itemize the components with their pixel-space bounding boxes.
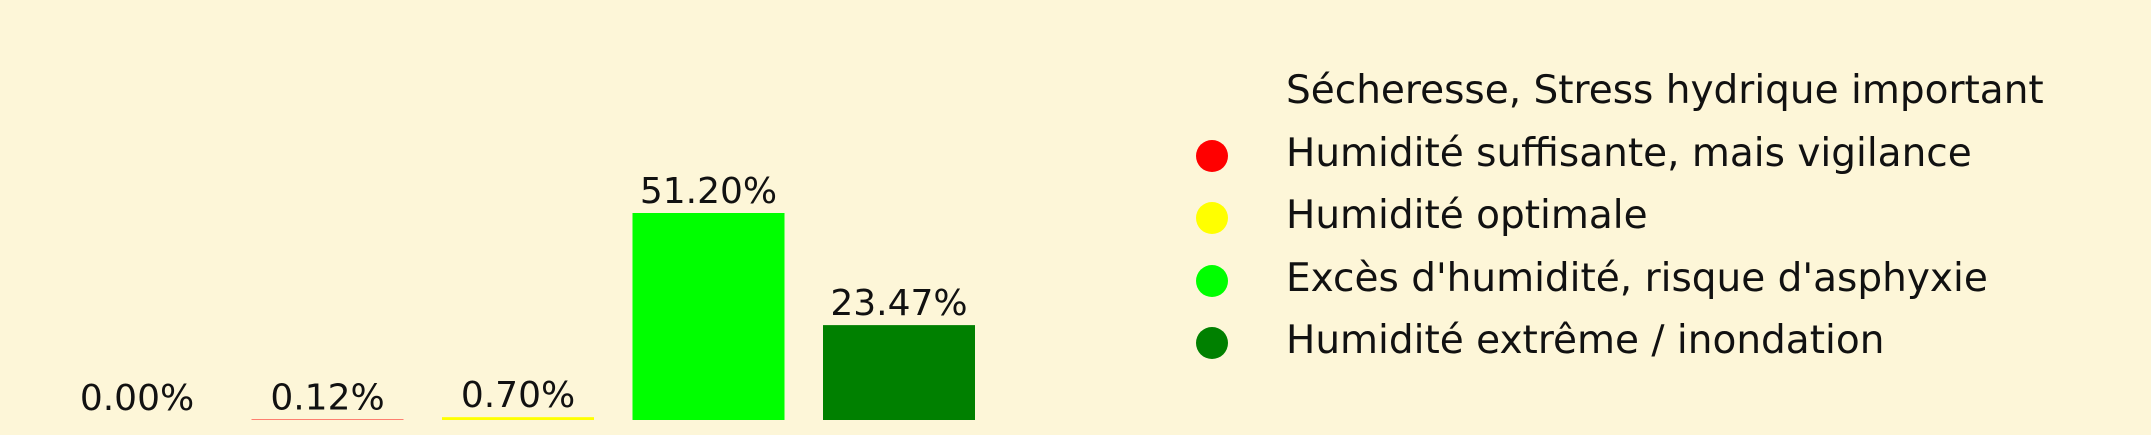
legend-marker-icon — [1196, 77, 1228, 109]
bar — [823, 325, 975, 420]
bar-value-label: 0.00% — [80, 378, 194, 419]
bar-value-label: 23.47% — [830, 283, 967, 324]
bar-value-label: 0.70% — [461, 375, 575, 416]
bar — [632, 213, 785, 420]
legend-marker-icon — [1196, 264, 1228, 297]
legend-marker-icon — [1196, 327, 1228, 359]
bar-value-label: 51.20% — [640, 171, 777, 212]
legend-label: Humidité extrême / inondation — [1286, 318, 1885, 363]
bar-chart: 0.00% 0.12% 0.70% 51.20% 23.47% — [80, 171, 975, 420]
bar — [442, 417, 594, 420]
legend-marker-icon — [1196, 139, 1228, 172]
legend-label: Humidité suffisante, mais vigilance — [1286, 130, 1972, 176]
legend-label: Humidité optimale — [1286, 193, 1648, 238]
legend-label: Sécheresse, Stress hydrique important — [1286, 68, 2044, 113]
bar-value-label: 0.12% — [270, 378, 384, 419]
legend-label: Excès d'humidité, risque d'asphyxie — [1286, 255, 1988, 301]
legend-marker-icon — [1196, 202, 1228, 234]
